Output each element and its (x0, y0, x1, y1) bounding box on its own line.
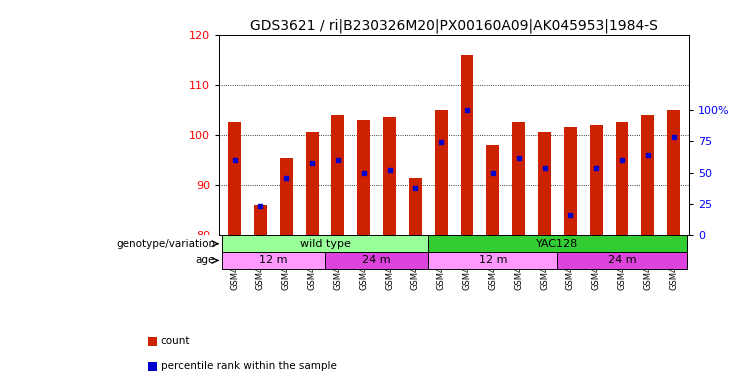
Text: 24 m: 24 m (362, 255, 391, 265)
Bar (409, 178, 422, 235)
Title: GDS3621 / ri|B230326M20|PX00160A09|AK045953|1984-S: GDS3621 / ri|B230326M20|PX00160A09|AK045… (250, 18, 658, 33)
Bar (222, 235, 428, 252)
Text: age: age (196, 255, 215, 265)
Bar (512, 122, 525, 235)
Bar (461, 55, 473, 235)
Text: count: count (161, 336, 190, 346)
Text: YAC128: YAC128 (536, 239, 579, 249)
Text: percentile rank within the sample: percentile rank within the sample (161, 361, 336, 371)
Bar (305, 132, 319, 235)
Bar (538, 132, 551, 235)
Bar (280, 157, 293, 235)
Bar (486, 145, 499, 235)
Bar (428, 235, 687, 252)
Bar (222, 252, 325, 269)
Bar (435, 110, 448, 235)
Bar (228, 122, 241, 235)
Bar (590, 125, 602, 235)
Text: 24 m: 24 m (608, 255, 637, 265)
Bar (616, 122, 628, 235)
Bar (254, 205, 267, 235)
Text: 12 m: 12 m (479, 255, 507, 265)
Bar (642, 115, 654, 235)
Bar (357, 120, 370, 235)
Text: wild type: wild type (299, 239, 350, 249)
Text: genotype/variation: genotype/variation (116, 239, 215, 249)
Bar (331, 115, 345, 235)
Bar (428, 252, 557, 269)
Bar (557, 252, 687, 269)
Bar (667, 110, 680, 235)
Bar (325, 252, 428, 269)
Bar (383, 118, 396, 235)
Bar (564, 127, 576, 235)
Text: 12 m: 12 m (259, 255, 288, 265)
